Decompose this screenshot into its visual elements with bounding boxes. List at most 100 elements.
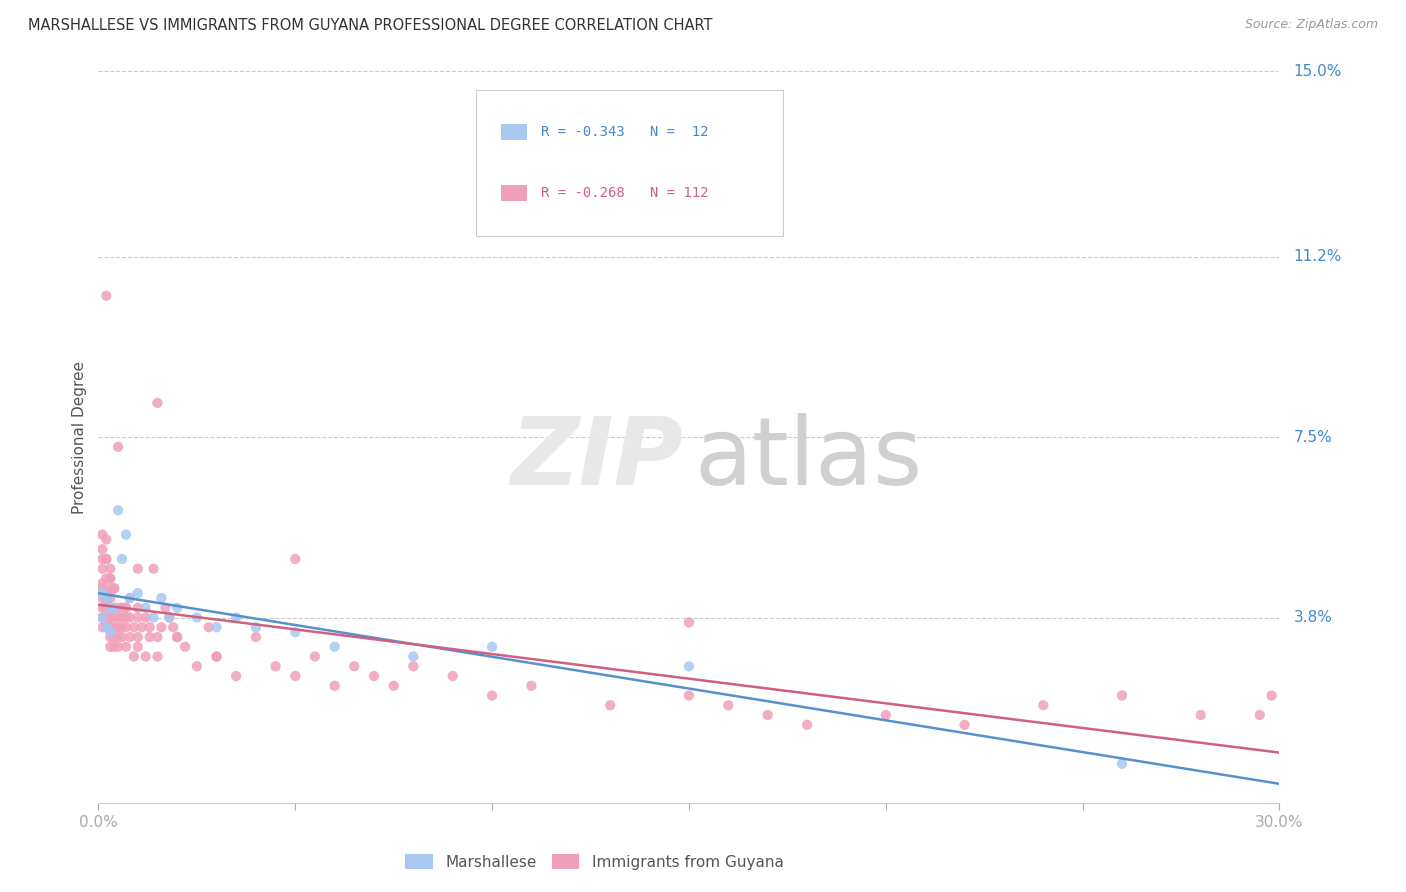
Point [122, 649, 145, 664]
Legend: Marshallese, Immigrants from Guyana: Marshallese, Immigrants from Guyana [399, 847, 790, 876]
Point [115, 527, 138, 541]
Point [323, 640, 346, 654]
Point [98, 610, 121, 624]
Point [197, 620, 219, 634]
Point [402, 649, 425, 664]
Point [166, 630, 188, 644]
Point [96, 620, 118, 634]
Point [107, 620, 129, 634]
Point [186, 659, 208, 673]
Point [118, 591, 141, 605]
Point [245, 620, 267, 634]
Point [157, 610, 180, 624]
Point [118, 591, 141, 605]
Point [481, 640, 503, 654]
Point [520, 679, 543, 693]
Point [107, 610, 129, 624]
Point [135, 610, 157, 624]
Point [103, 581, 125, 595]
Text: 3.8%: 3.8% [1294, 610, 1333, 625]
Point [205, 620, 228, 634]
FancyBboxPatch shape [477, 89, 783, 235]
Point [150, 620, 173, 634]
Point [107, 440, 129, 454]
Point [98, 572, 121, 586]
Point [122, 620, 145, 634]
Point [166, 600, 188, 615]
Point [96, 591, 118, 605]
Point [135, 649, 157, 664]
Point [91, 610, 114, 624]
Point [91, 591, 114, 605]
Point [127, 586, 149, 600]
Point [91, 581, 114, 595]
Point [953, 718, 976, 732]
Point [146, 630, 169, 644]
Text: 11.2%: 11.2% [1294, 249, 1341, 264]
Point [678, 689, 700, 703]
Text: ZIP: ZIP [510, 413, 683, 505]
Point [1260, 689, 1282, 703]
Point [441, 669, 464, 683]
Point [107, 630, 129, 644]
Point [91, 600, 114, 615]
Point [96, 610, 118, 624]
Point [127, 610, 149, 624]
Point [284, 625, 307, 640]
Point [91, 527, 114, 541]
Point [186, 610, 208, 624]
Point [98, 600, 121, 615]
Point [107, 600, 129, 615]
Point [91, 620, 114, 634]
Point [91, 576, 114, 591]
Point [103, 620, 125, 634]
Point [96, 552, 118, 566]
Point [678, 659, 700, 673]
Point [157, 610, 180, 624]
Point [115, 600, 138, 615]
Point [91, 542, 114, 557]
Point [382, 679, 405, 693]
Point [678, 615, 700, 630]
Point [166, 630, 188, 644]
Point [402, 659, 425, 673]
Point [98, 581, 121, 595]
Point [98, 620, 121, 634]
Point [1032, 698, 1054, 713]
Point [205, 649, 228, 664]
Text: MARSHALLESE VS IMMIGRANTS FROM GUYANA PROFESSIONAL DEGREE CORRELATION CHART: MARSHALLESE VS IMMIGRANTS FROM GUYANA PR… [28, 18, 713, 33]
Point [107, 640, 129, 654]
Y-axis label: Professional Degree: Professional Degree [72, 360, 87, 514]
Point [323, 679, 346, 693]
Text: 7.5%: 7.5% [1294, 430, 1331, 444]
Point [96, 620, 118, 634]
Point [205, 649, 228, 664]
Point [96, 591, 118, 605]
Point [155, 600, 177, 615]
Point [98, 562, 121, 576]
Point [103, 640, 125, 654]
Point [304, 649, 326, 664]
Point [284, 669, 307, 683]
Point [599, 698, 621, 713]
Point [96, 572, 118, 586]
Point [146, 649, 169, 664]
Point [138, 630, 160, 644]
Point [91, 610, 114, 624]
Point [118, 610, 141, 624]
Text: 15.0%: 15.0% [1294, 64, 1341, 78]
Point [127, 630, 149, 644]
Point [150, 591, 173, 605]
Point [96, 600, 118, 615]
Point [115, 640, 138, 654]
Point [103, 630, 125, 644]
Point [1189, 708, 1212, 723]
Point [98, 586, 121, 600]
Point [1111, 756, 1133, 771]
Point [118, 630, 141, 644]
Text: atlas: atlas [695, 413, 924, 505]
Point [127, 562, 149, 576]
Point [103, 600, 125, 615]
Text: Source: ZipAtlas.com: Source: ZipAtlas.com [1244, 18, 1378, 31]
Point [127, 600, 149, 615]
